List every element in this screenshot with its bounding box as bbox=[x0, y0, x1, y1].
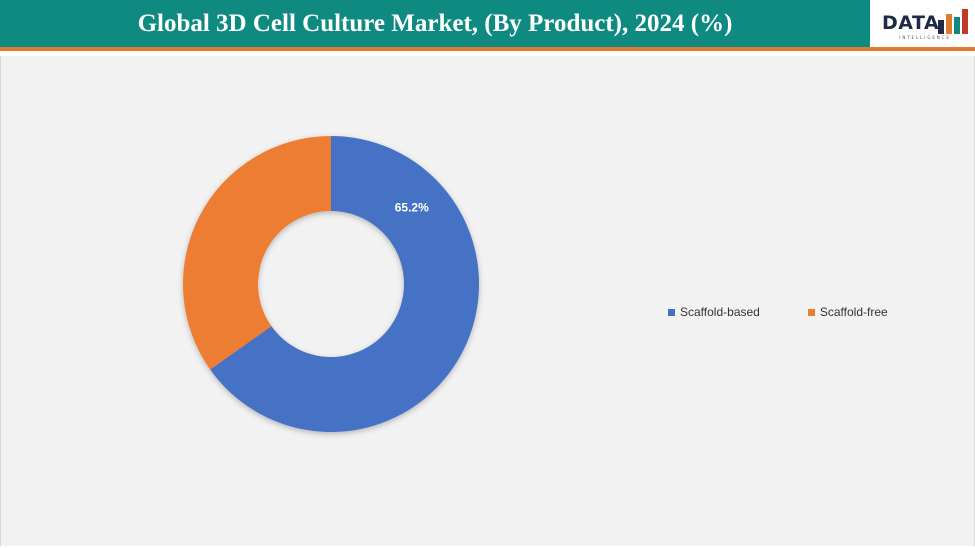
legend-item: Scaffold-free bbox=[807, 305, 888, 319]
legend-label: Scaffold-free bbox=[819, 305, 888, 319]
logo-wordmark: DATA bbox=[882, 12, 940, 34]
logo-bar bbox=[962, 9, 968, 34]
donut-chart: 65.2% bbox=[182, 136, 479, 432]
logo-bar bbox=[938, 20, 944, 34]
chart-legend: Scaffold-based Scaffold-free bbox=[668, 305, 936, 319]
legend-item: Scaffold-based bbox=[668, 305, 760, 319]
logo-subtitle: INTELLIGENCE bbox=[899, 35, 951, 40]
title-banner bbox=[0, 0, 870, 47]
bar-chart-icon bbox=[938, 9, 968, 34]
legend-swatch bbox=[668, 308, 675, 316]
chart-title: Global 3D Cell Culture Market, (By Produ… bbox=[137, 10, 733, 37]
donut-slice-scaffold-free bbox=[182, 136, 331, 370]
data-label: 65.2% bbox=[395, 201, 429, 215]
donut-slice-scaffold-based bbox=[210, 136, 479, 432]
brand-logo: DATA INTELLIGENCE bbox=[872, 0, 975, 47]
chart-area: 65.2% Scaffold-based Scaffold-free bbox=[0, 56, 975, 546]
legend-label: Scaffold-based bbox=[680, 305, 760, 319]
logo-bar bbox=[946, 14, 952, 34]
legend-swatch bbox=[807, 308, 815, 316]
title-underline bbox=[0, 47, 975, 51]
logo-bar bbox=[954, 17, 960, 34]
